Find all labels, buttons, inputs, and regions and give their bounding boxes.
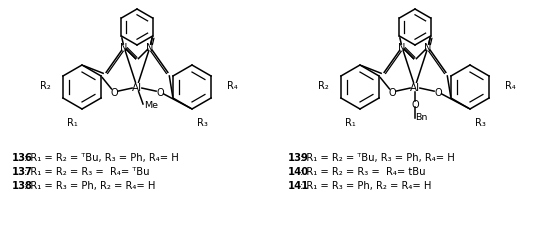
Text: R₄: R₄ [227, 81, 238, 91]
Text: O: O [110, 88, 118, 98]
Text: Al: Al [132, 83, 142, 93]
Text: 140: 140 [288, 166, 309, 176]
Text: : R₁ = R₃ = Ph, R₂ = R₄= H: : R₁ = R₃ = Ph, R₂ = R₄= H [24, 180, 156, 190]
Text: N: N [398, 43, 406, 53]
Text: 141: 141 [288, 180, 309, 190]
Text: R₃: R₃ [196, 118, 207, 127]
Text: O: O [411, 100, 419, 109]
Text: 138: 138 [12, 180, 33, 190]
Text: : R₁ = R₂ = R₃ =  R₄= tBu: : R₁ = R₂ = R₃ = R₄= tBu [300, 166, 426, 176]
Text: Me: Me [144, 101, 158, 110]
Text: 137: 137 [12, 166, 33, 176]
Text: : R₁ = R₃ = Ph, R₂ = R₄= H: : R₁ = R₃ = Ph, R₂ = R₄= H [300, 180, 432, 190]
Text: N: N [424, 43, 432, 53]
Text: Al: Al [410, 83, 420, 93]
Text: Bn: Bn [415, 113, 427, 122]
Text: 139: 139 [288, 152, 309, 162]
Text: R₃: R₃ [475, 118, 486, 127]
Text: R₂: R₂ [40, 81, 51, 91]
Text: R₁: R₁ [67, 118, 78, 127]
Text: R₂: R₂ [318, 81, 328, 91]
Text: O: O [156, 88, 164, 98]
Text: : R₁ = R₂ = ᵀBu, R₃ = Ph, R₄= H: : R₁ = R₂ = ᵀBu, R₃ = Ph, R₄= H [300, 152, 455, 162]
Text: : R₁ = R₂ = R₃ =  R₄= ᵀBu: : R₁ = R₂ = R₃ = R₄= ᵀBu [24, 166, 150, 176]
Text: : R₁ = R₂ = ᵀBu, R₃ = Ph, R₄= H: : R₁ = R₂ = ᵀBu, R₃ = Ph, R₄= H [24, 152, 179, 162]
Text: N: N [146, 43, 153, 53]
Text: N: N [120, 43, 128, 53]
Text: R₁: R₁ [345, 118, 355, 127]
Text: O: O [388, 88, 396, 98]
Text: 136: 136 [12, 152, 33, 162]
Text: R₄: R₄ [505, 81, 515, 91]
Text: O: O [434, 88, 442, 98]
